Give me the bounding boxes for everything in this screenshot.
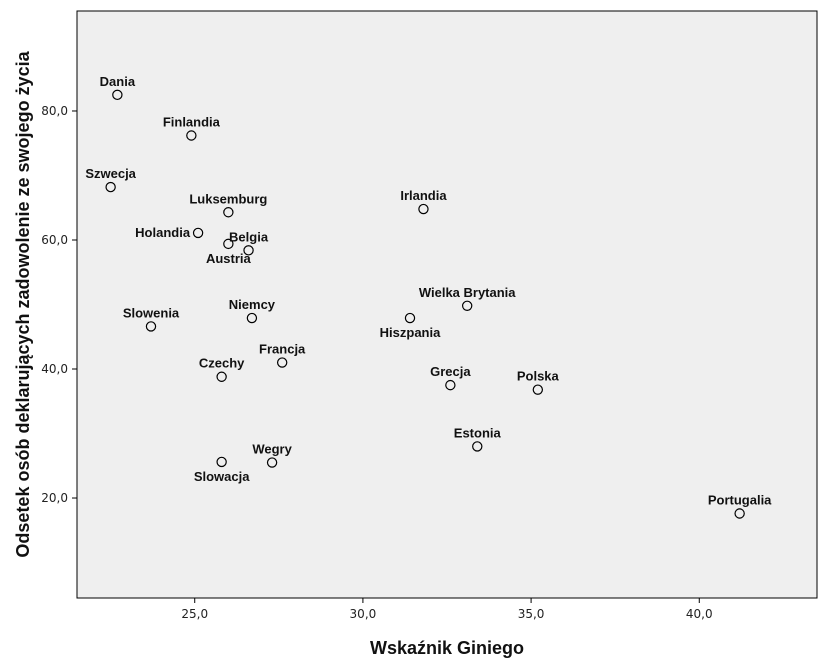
x-tick-label: 40,0 [686,607,713,621]
point-label: Austria [206,251,252,266]
y-axis: 20,0 40,0 60,0 80,0 [41,104,77,505]
y-tick-label: 40,0 [41,362,68,376]
point-label: Wielka Brytania [419,285,516,300]
point-label: Czechy [199,356,245,371]
point-label: Hiszpania [380,325,441,340]
data-point [223,238,234,250]
data-point [145,321,157,332]
y-tick-label: 60,0 [41,233,68,247]
point-label: Slowacja [194,469,250,484]
point-label: Szwecja [85,166,136,181]
x-tick-label: 30,0 [350,607,377,621]
data-point [243,245,254,256]
data-point [105,181,116,193]
data-point [216,456,227,468]
y-axis-title: Odsetek osób deklarujących zadowolenie z… [13,50,33,557]
data-point [186,130,197,141]
point-label: Slowenia [123,305,180,320]
point-label: Dania [100,74,136,89]
data-point [192,227,204,239]
data-point [216,371,227,382]
data-point [223,207,234,218]
data-point [734,508,745,519]
x-tick-label: 35,0 [518,607,545,621]
data-points: Dania Finlandia Szwecja Luksemburg Holandia A… [85,74,772,519]
y-tick-label: 20,0 [41,491,68,505]
point-label: Irlandia [400,188,447,203]
point-label: Belgia [229,229,269,244]
point-label: Finlandia [163,114,221,129]
point-label: Holandia [135,225,191,240]
data-point [445,379,456,391]
data-point [112,89,123,101]
point-label: Polska [517,369,560,384]
data-point [276,357,288,368]
plot-area [76,10,818,599]
point-label: Wegry [252,442,292,457]
data-point [461,300,473,311]
data-point [266,457,278,468]
point-label: Grecja [430,364,471,379]
x-tick-label: 25,0 [181,607,208,621]
x-axis: 25,0 30,0 35,0 40,0 [181,598,713,621]
point-label: Estonia [454,425,502,440]
point-label: Francja [259,342,306,357]
point-label: Niemcy [229,297,276,312]
x-axis-title: Wskaźnik Giniego [370,638,524,658]
data-point [418,203,429,215]
point-label: Luksemburg [189,191,267,206]
point-label: Portugalia [708,492,772,507]
data-point [404,312,416,324]
y-tick-label: 80,0 [41,104,68,118]
data-point [246,312,258,324]
data-point [472,441,483,452]
data-point [532,384,544,395]
